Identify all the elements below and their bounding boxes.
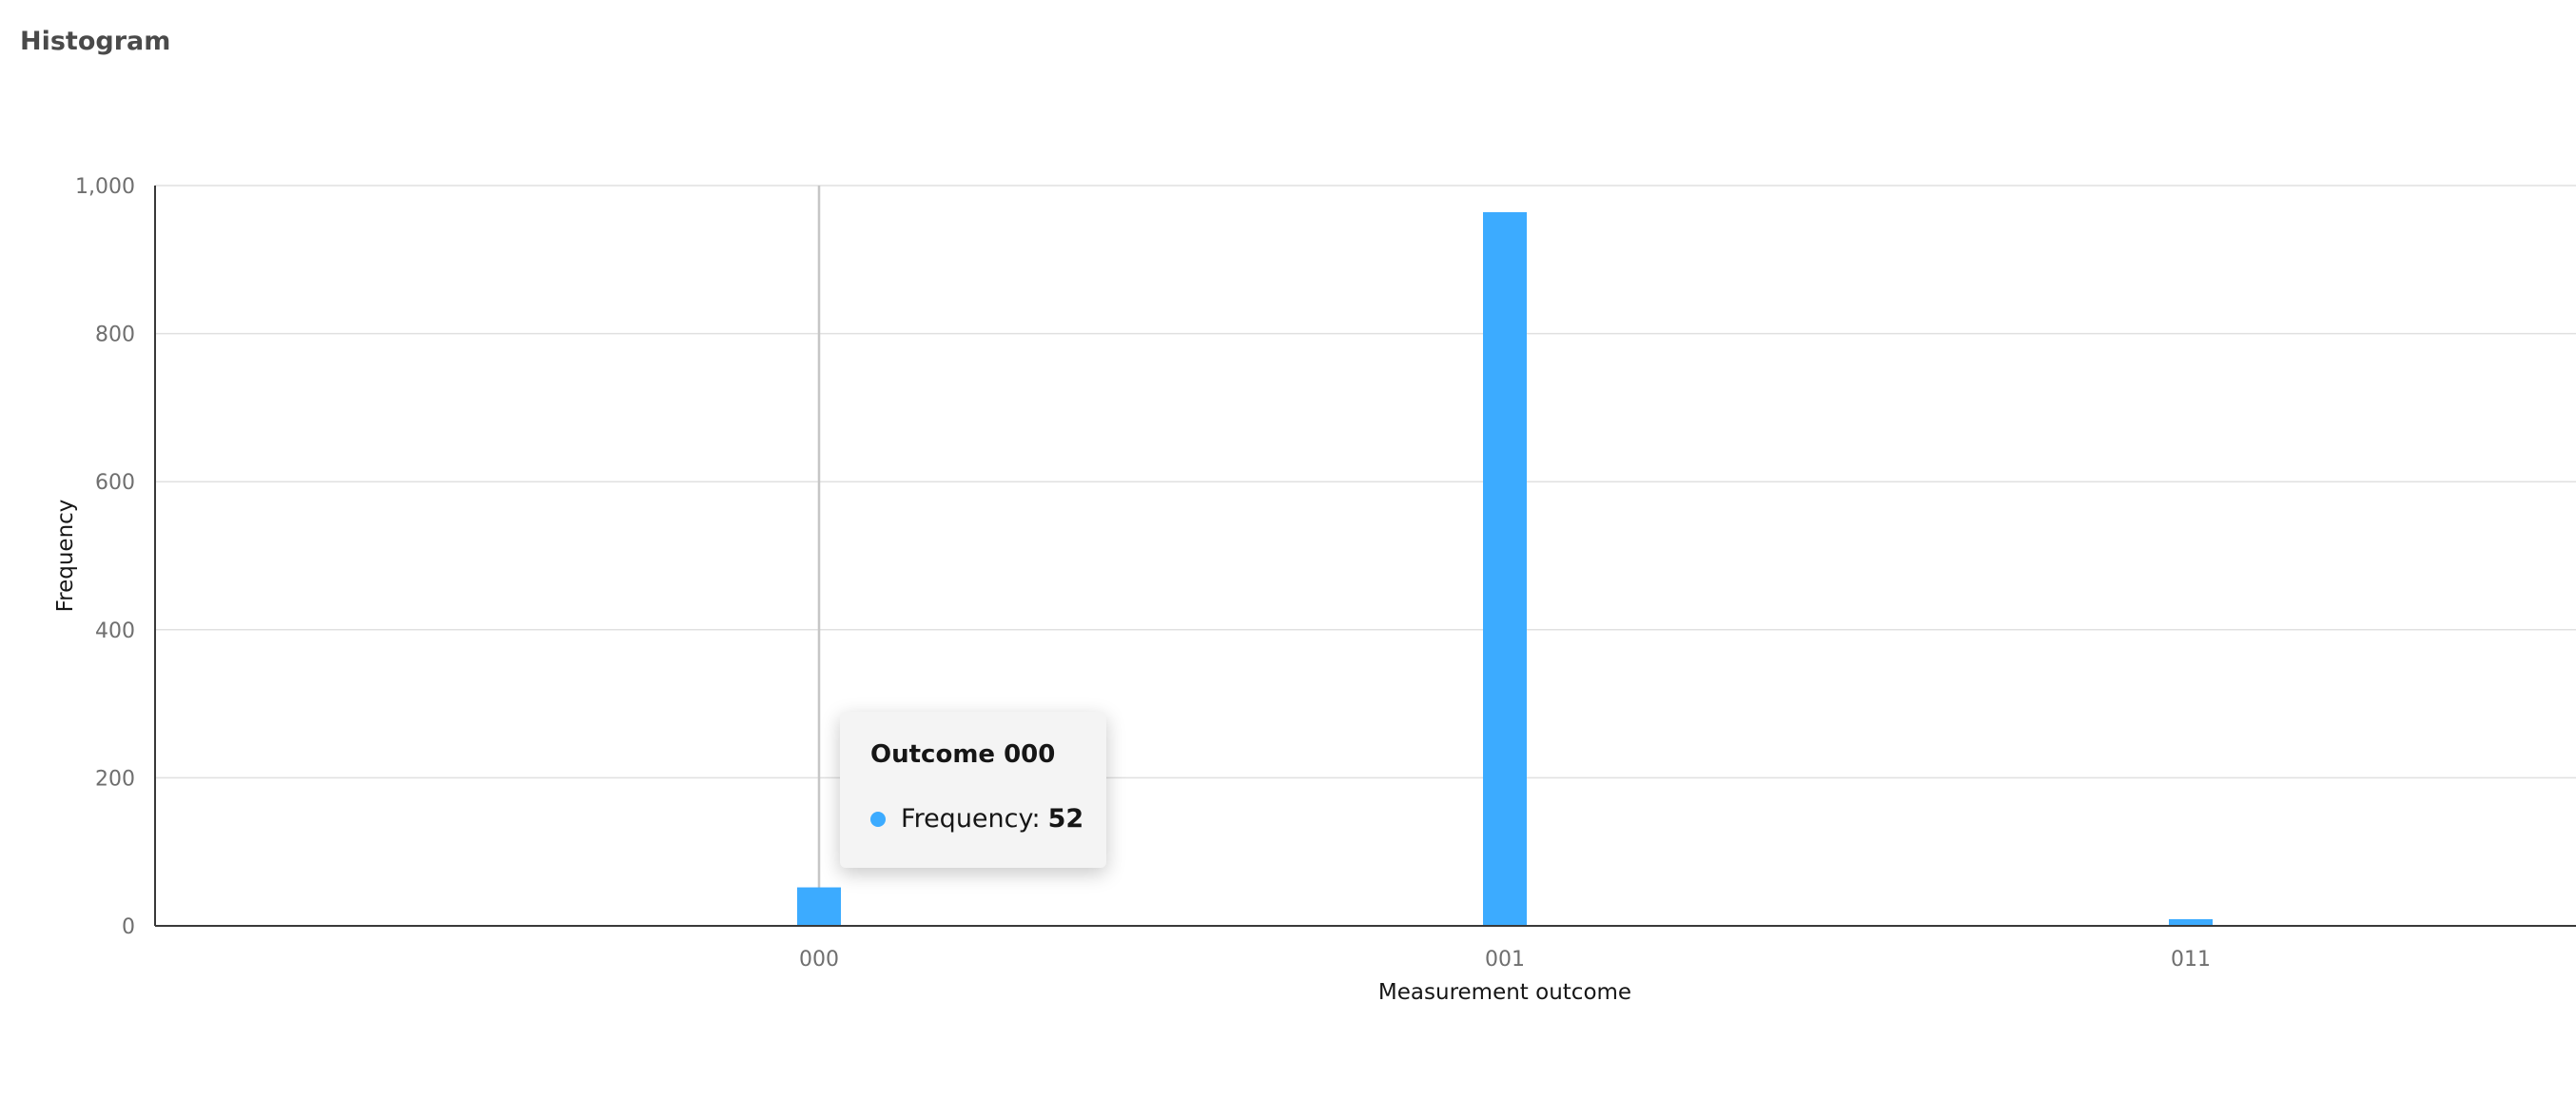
y-tick-labels: 0 200 400 600 800 1,000 (75, 175, 135, 939)
page-title: Histogram (20, 27, 171, 56)
bar-001[interactable] (1483, 212, 1527, 926)
y-tick-label: 1,000 (75, 175, 135, 199)
y-axis-title: Frequency (53, 500, 78, 613)
y-tick-label: 0 (122, 915, 135, 939)
x-tick-label: 011 (2171, 948, 2211, 972)
tooltip-value: 52 (1047, 804, 1084, 834)
gridlines (155, 185, 2576, 779)
y-tick-label: 600 (95, 471, 135, 495)
tooltip-series-label: Frequency: (901, 804, 1041, 834)
bars[interactable] (797, 212, 2213, 926)
x-axis-title: Measurement outcome (1378, 980, 1631, 1005)
x-tick-label: 000 (799, 948, 839, 972)
series-color-dot-icon (870, 812, 886, 827)
chart-tooltip: Outcome 000 Frequency: 52 (840, 712, 1106, 868)
x-tick-label: 001 (1485, 948, 1525, 972)
tooltip-title: Outcome 000 (870, 740, 1056, 769)
tooltip-row: Frequency: 52 (870, 805, 1106, 834)
bar-011[interactable] (2169, 918, 2213, 926)
x-tick-labels: 000 001 011 (799, 948, 2211, 972)
y-tick-label: 200 (95, 767, 135, 791)
y-tick-label: 400 (95, 619, 135, 643)
bar-000[interactable] (797, 887, 841, 926)
y-tick-label: 800 (95, 324, 135, 347)
